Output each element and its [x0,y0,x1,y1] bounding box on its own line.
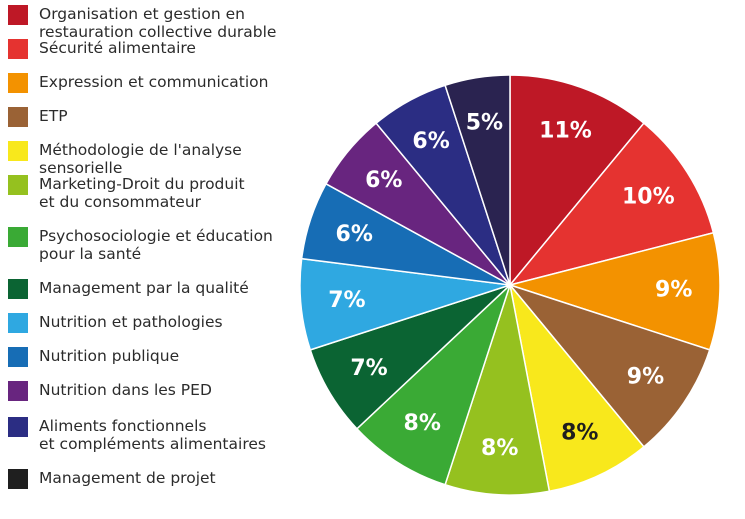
slice-percent-label: 6% [336,222,373,247]
legend-swatch [8,347,28,367]
legend-swatch [8,381,28,401]
legend-item: Psychosociologie et éducation pour la sa… [8,227,273,263]
legend-swatch [8,107,28,127]
legend-swatch [8,73,28,93]
legend-item: Nutrition publique [8,347,179,367]
legend-item: Nutrition dans les PED [8,381,212,401]
legend-label: Organisation et gestion en restauration … [39,5,277,41]
legend-swatch [8,5,28,25]
slice-percent-label: 9% [655,278,692,303]
legend-label: Méthodologie de l'analyse sensorielle [39,141,242,177]
pie-slice [507,283,711,448]
legend-item: Méthodologie de l'analyse sensorielle [8,141,308,177]
legend-label: Expression et communication [39,73,269,91]
pie-slice [444,284,551,496]
slice-percent-label: 11% [539,118,592,143]
legend-swatch [8,39,28,59]
legend-label: ETP [39,107,68,125]
legend-item: Sécurité alimentaire [8,39,196,59]
legend-swatch [8,227,28,247]
pie-slice [509,284,645,493]
legend-item: ETP [8,107,68,127]
legend-label: Marketing-Droit du produit et du consomm… [39,175,245,211]
legend-label: Nutrition et pathologies [39,313,223,331]
legend-label: Management de projet [39,469,216,487]
legend-item: Management par la qualité [8,279,249,299]
legend-label: Nutrition dans les PED [39,381,212,399]
legend-label: Nutrition publique [39,347,180,365]
legend-item: Organisation et gestion en restauration … [8,5,308,41]
slice-percent-label: 8% [481,436,518,461]
pie-slice [444,74,511,286]
legend-swatch [8,175,28,195]
slice-percent-label: 10% [622,185,675,210]
pie-slice [507,231,721,351]
legend-label: Psychosociologie et éducation pour la sa… [39,227,273,263]
slice-percent-label: 8% [404,411,441,436]
slice-percent-label: 8% [561,421,598,446]
slice-percent-label: 7% [328,288,365,313]
legend-label: Management par la qualité [39,279,249,297]
pie-slice [355,284,511,486]
legend-label: Aliments fonctionnels et compléments ali… [39,417,266,453]
legend-swatch [8,313,28,333]
legend-item: Nutrition et pathologies [8,313,223,333]
pie-slice [509,74,645,288]
slice-percent-label: 6% [365,168,402,193]
slice-percent-label: 7% [350,356,387,381]
legend-item: Expression et communication [8,73,268,93]
legend-item: Marketing-Droit du produit et du consomm… [8,175,245,211]
legend-swatch [8,417,28,437]
legend-label: Sécurité alimentaire [39,39,196,57]
legend-item: Aliments fonctionnels et compléments ali… [8,417,266,453]
legend-swatch [8,279,28,299]
legend-swatch [8,141,28,161]
legend-item: Management de projet [8,469,216,489]
pie-slice [507,122,715,287]
legend-swatch [8,469,28,489]
slice-percent-label: 5% [466,111,503,136]
slice-percent-label: 6% [412,129,449,154]
slice-percent-label: 9% [627,365,664,390]
